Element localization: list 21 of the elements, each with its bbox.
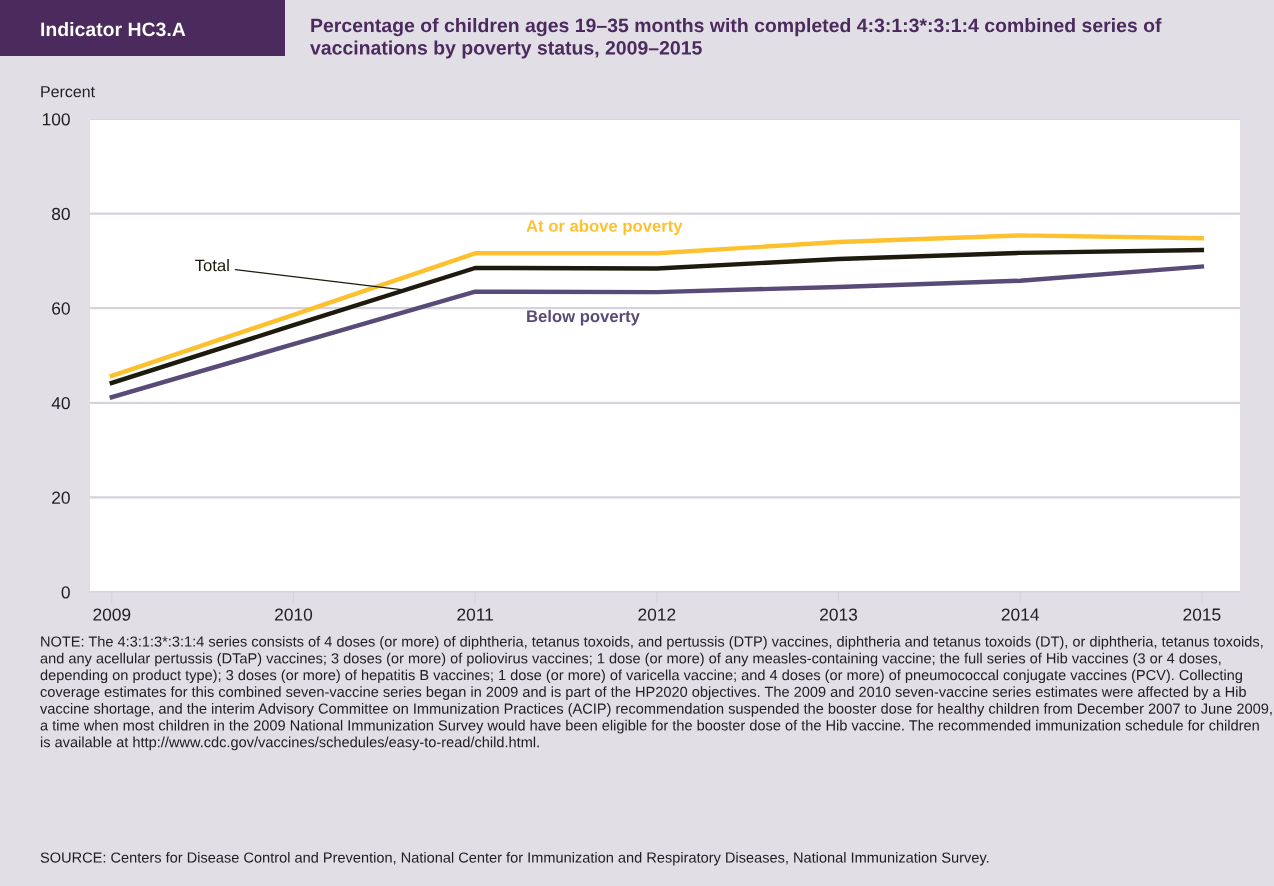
x-tick-label: 2014 [1001,608,1039,621]
x-tick-label: 2015 [1183,608,1221,621]
series-label: At or above poverty [526,219,683,236]
y-axis-title: Percent [41,86,95,98]
x-tick-label: 2011 [457,608,493,621]
y-tick-label: 100 [42,113,70,126]
text: NOTE: The 4:3:1:3*:3:1:4 series consists of 4 doses (or more) of diphtheria, tetanus toxoids, and pertussis (DTP) vaccines, diphtheria and tetanus toxoids (DT), or diphtheria, tetanus toxoids, and any acellular pertussis (DTaP) vaccines; 3 doses (or more) of poliovirus vaccines; 1 dose (or more) of any measles-containing vaccine; the full series of Hib vaccines (3 or 4 doses, depending on product type); 3 doses (or more) of hepatitis B vaccines; 1 dose (or more) of varicella vaccine; and 4 doses (or more) of pneumococcal conjugate vaccines (PCV). Collecting coverage estimates for this combined seven-vaccine series began in 2009 and is part of the HP2020 objectives. The 2009 and 2010 seven-vaccine series estimates were affected by a Hib vaccine shortage, and the interim Advisory Committee on Immunization Practices (ACIP) recommendation suspended the booster dose for healthy children from December 2007 to June 2009, a time when most children in the 2009 National Immunization Survey would have been eligible for the booster dose of the Hib vaccine. The recommended immunization schedule for children is available at http://www.cdc.gov/vaccines/schedules/easy-to-read/child.html. [40,636,1272,751]
y-tick-label: 0 [61,586,70,599]
x-tick-label: 2012 [638,608,676,621]
y-tick-label: 20 [52,491,70,504]
source-note: SOURCE: Centers for Disease Control and Prevention, National Center for Immunization and Respiratory Diseases, National Immunization Survey. [40,852,989,866]
text: Total [195,259,229,272]
y-tick-label: 80 [52,207,70,221]
series-label: Below poverty [527,309,640,326]
x-tick-label: 2009 [93,608,131,621]
chart-title: Percentage of children ages 19–35 months with completed 4:3:1:3*:3:1:4 combined series of vaccinations by poverty status, 2009–2015 [310,18,1162,59]
text: Indicator HC3.A [41,21,186,37]
x-tick-label: 2013 [820,608,858,621]
y-tick-label: 40 [51,396,70,410]
y-tick-label: 60 [52,302,70,315]
x-tick-label: 2010 [275,608,313,621]
